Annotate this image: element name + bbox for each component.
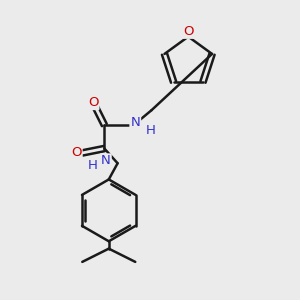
Text: O: O: [71, 146, 82, 159]
Text: O: O: [183, 25, 194, 38]
Text: N: N: [101, 154, 111, 167]
Text: N: N: [130, 116, 140, 128]
Text: H: H: [88, 159, 98, 172]
Text: H: H: [146, 124, 156, 137]
Text: O: O: [88, 96, 98, 109]
